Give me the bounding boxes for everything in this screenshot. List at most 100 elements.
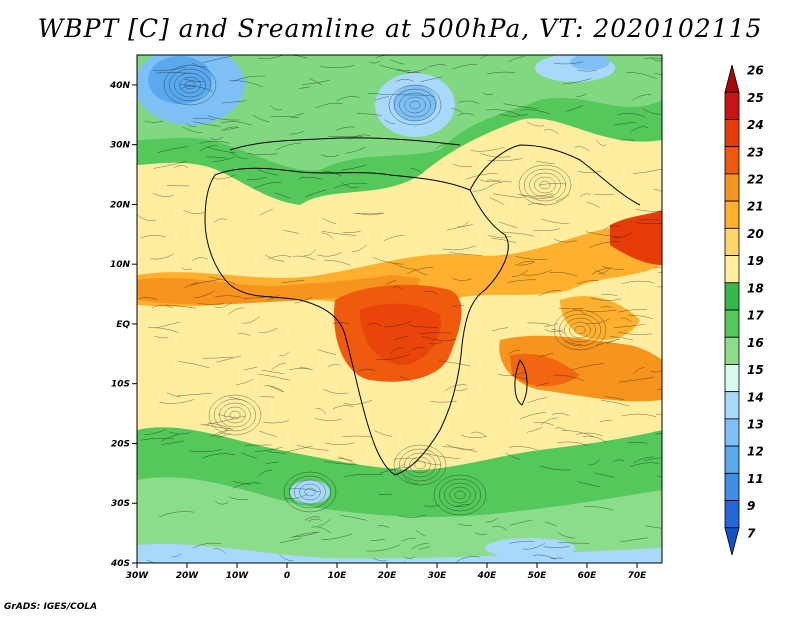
- streamline: [533, 228, 560, 232]
- streamline: [598, 267, 611, 274]
- streamline: [657, 475, 662, 478]
- colorbar-label: 13: [747, 418, 764, 432]
- streamline: [265, 254, 285, 262]
- streamline: [323, 171, 342, 177]
- streamline: [561, 430, 595, 438]
- streamline: [188, 449, 223, 452]
- vortex-ring: [179, 76, 201, 94]
- streamline: [275, 142, 301, 151]
- colorbar-label: 16: [747, 336, 764, 350]
- streamline: [517, 193, 553, 197]
- streamline: [166, 392, 181, 398]
- streamline: [488, 235, 512, 238]
- streamline: [233, 481, 251, 485]
- streamline: [267, 294, 279, 301]
- streamline: [654, 266, 662, 268]
- streamline: [452, 63, 478, 70]
- streamline: [154, 321, 181, 329]
- coastline-africa: [204, 167, 509, 476]
- streamline: [602, 265, 625, 270]
- plot-frame: [136, 54, 663, 564]
- streamline: [418, 332, 452, 334]
- streamline: [324, 442, 355, 445]
- streamline: [580, 193, 591, 197]
- vortex-ring: [444, 482, 476, 508]
- streamline: [150, 253, 174, 260]
- streamline: [645, 525, 662, 529]
- streamline: [305, 189, 327, 197]
- streamline: [534, 422, 554, 426]
- streamline: [146, 559, 155, 563]
- streamline: [479, 179, 501, 182]
- streamline: [147, 327, 179, 333]
- streamline: [341, 165, 367, 171]
- streamline: [152, 305, 174, 309]
- streamline: [315, 408, 327, 415]
- colorbar-label: 25: [747, 91, 764, 105]
- streamline: [544, 129, 559, 135]
- streamline: [212, 156, 236, 163]
- vortex-ring: [558, 313, 602, 347]
- streamline: [379, 64, 411, 72]
- streamline: [205, 156, 227, 159]
- streamline: [191, 257, 208, 261]
- streamline: [527, 202, 546, 206]
- lon-label: 50E: [528, 571, 548, 581]
- streamline: [333, 182, 368, 189]
- streamline: [332, 405, 354, 409]
- colorbar-swatch: [724, 500, 740, 529]
- streamline: [535, 382, 549, 387]
- streamline: [332, 322, 350, 325]
- lon-label: 20E: [378, 571, 398, 581]
- streamline: [176, 392, 212, 397]
- streamline: [385, 279, 397, 285]
- streamline: [661, 61, 662, 63]
- lat-label: 20S: [111, 439, 130, 449]
- vortex-ring: [388, 84, 442, 126]
- streamline: [594, 473, 615, 478]
- streamline: [315, 418, 342, 421]
- streamline: [590, 297, 622, 301]
- vortex-ring: [433, 474, 487, 516]
- streamline: [586, 310, 617, 312]
- lat-label: 10N: [110, 260, 131, 270]
- streamline: [183, 209, 205, 215]
- streamline: [324, 259, 351, 266]
- streamline: [343, 399, 373, 405]
- streamline: [321, 230, 357, 236]
- streamline: [372, 257, 404, 265]
- streamline: [617, 309, 648, 313]
- colorbar-swatch: [724, 119, 740, 148]
- streamline: [214, 302, 232, 308]
- streamline: [357, 212, 384, 216]
- streamline: [290, 113, 304, 119]
- streamline: [309, 78, 322, 85]
- streamline: [600, 419, 612, 422]
- streamline: [661, 166, 662, 168]
- streamline: [257, 373, 290, 381]
- vortex-ring: [523, 168, 567, 202]
- streamline: [317, 252, 342, 257]
- streamline: [533, 554, 556, 560]
- streamline: [284, 493, 308, 499]
- vortex-ring: [404, 452, 436, 478]
- lon-label: 10W: [226, 571, 250, 581]
- streamline: [600, 400, 630, 407]
- vortex-ring: [564, 317, 596, 343]
- colorbar-label: 22: [747, 173, 764, 187]
- streamline: [356, 113, 382, 116]
- streamline: [140, 235, 166, 239]
- streamline: [633, 168, 662, 174]
- colorbar-swatch: [724, 336, 740, 365]
- streamline: [458, 100, 480, 104]
- colorbar-swatch: [724, 91, 740, 120]
- streamline: [383, 235, 405, 241]
- streamline: [296, 444, 329, 451]
- streamline: [536, 160, 555, 165]
- streamline: [543, 546, 570, 548]
- streamline: [414, 268, 428, 275]
- streamline: [192, 542, 222, 549]
- streamline: [577, 481, 600, 488]
- streamline: [352, 244, 367, 252]
- streamline: [213, 548, 226, 554]
